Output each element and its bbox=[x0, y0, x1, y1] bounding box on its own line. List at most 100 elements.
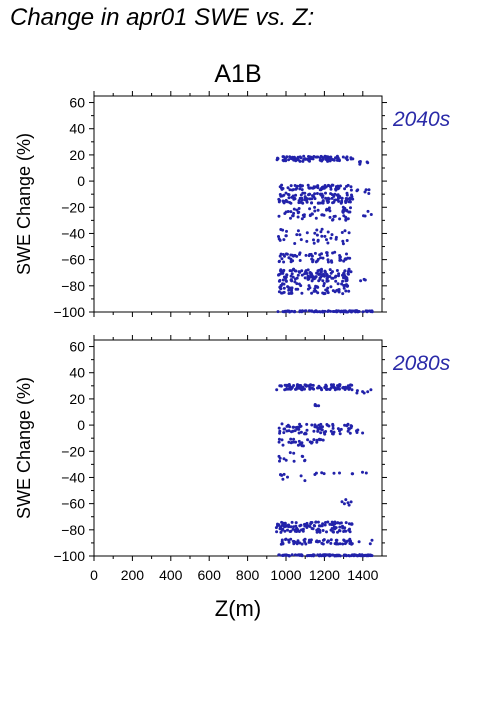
scatter-point bbox=[293, 277, 297, 281]
scatter-point bbox=[290, 553, 294, 557]
x-tick-label: 400 bbox=[159, 567, 183, 583]
scatter-point bbox=[300, 198, 304, 202]
scatter-point bbox=[305, 428, 309, 432]
scatter-point bbox=[292, 451, 296, 455]
scatter-point bbox=[311, 275, 315, 279]
scatter-point bbox=[312, 238, 315, 242]
scatter-point bbox=[337, 272, 341, 276]
scatter-point bbox=[332, 194, 336, 198]
scatter-point bbox=[289, 278, 293, 282]
y-tick-label: −60 bbox=[61, 496, 85, 512]
scatter-point bbox=[362, 214, 365, 218]
scatter-point bbox=[292, 437, 296, 441]
scatter-point bbox=[355, 189, 359, 193]
scatter-point bbox=[319, 422, 323, 426]
scatter-point bbox=[340, 231, 344, 234]
scatter-point bbox=[341, 239, 345, 243]
scatter-point bbox=[330, 260, 334, 264]
scatter-point bbox=[276, 310, 280, 314]
scatter-point bbox=[305, 231, 309, 235]
scatter-point bbox=[334, 235, 338, 239]
scatter-point bbox=[295, 208, 299, 212]
scatter-point bbox=[292, 207, 296, 211]
scatter-point bbox=[314, 284, 318, 288]
scatter-point bbox=[326, 279, 330, 283]
scatter-point bbox=[337, 199, 341, 203]
scatter-point bbox=[290, 195, 294, 199]
plot-frame-1 bbox=[93, 95, 383, 313]
scatter-point bbox=[299, 284, 303, 288]
scatter-point bbox=[361, 470, 364, 474]
scatter-point bbox=[368, 542, 372, 546]
scatter-point bbox=[322, 282, 326, 285]
scatter-point bbox=[349, 185, 353, 189]
scatter-point bbox=[310, 197, 314, 201]
scatter-point bbox=[294, 187, 298, 191]
scatter-point bbox=[336, 193, 340, 197]
scatter-point bbox=[277, 426, 281, 430]
scatter-point bbox=[294, 193, 298, 197]
scatter-point bbox=[347, 289, 351, 293]
scatter-point bbox=[341, 386, 345, 390]
scatter-point bbox=[341, 242, 345, 246]
scatter-point bbox=[278, 459, 281, 463]
scatter-point bbox=[320, 192, 324, 196]
scatter-point bbox=[355, 553, 359, 557]
scatter-point bbox=[289, 437, 293, 441]
scatter-point bbox=[349, 383, 352, 387]
scatter-point bbox=[343, 526, 347, 530]
scatter-point bbox=[339, 184, 342, 188]
scatter-point bbox=[307, 538, 311, 542]
scatter-point bbox=[314, 216, 318, 220]
scatter-point bbox=[321, 538, 325, 542]
scatter-point bbox=[335, 269, 339, 272]
y-tick-label: 0 bbox=[77, 173, 85, 189]
scatter-point bbox=[316, 257, 320, 261]
scatter-point bbox=[286, 475, 289, 479]
scatter-point bbox=[338, 383, 342, 387]
scatter-point bbox=[337, 553, 341, 557]
scatter-point bbox=[323, 554, 327, 558]
scatter-point bbox=[347, 200, 351, 204]
scatter-point bbox=[295, 233, 299, 237]
scatter-point bbox=[308, 214, 312, 218]
scatter-point bbox=[333, 275, 337, 279]
scatter-point bbox=[297, 207, 301, 210]
scatter-point bbox=[328, 158, 332, 162]
scatter-point bbox=[287, 158, 291, 162]
scatter-point bbox=[292, 211, 296, 215]
scatter-point bbox=[298, 233, 302, 237]
scatter-point bbox=[284, 458, 288, 462]
scatter-point bbox=[280, 187, 284, 191]
scatter-point bbox=[301, 184, 304, 188]
scatter-point bbox=[301, 385, 305, 389]
scatter-point bbox=[363, 190, 367, 194]
scatter-point bbox=[334, 156, 337, 160]
scatter-point bbox=[313, 205, 317, 209]
scatter-point bbox=[296, 211, 300, 215]
scatter-point bbox=[288, 269, 292, 273]
scatter-point bbox=[369, 388, 373, 392]
scatter-point bbox=[294, 440, 298, 444]
scatter-point bbox=[277, 279, 281, 283]
scatter-point bbox=[333, 214, 337, 218]
y-tick-label: −20 bbox=[61, 199, 85, 215]
scatter-point bbox=[315, 192, 319, 195]
page-title: Change in apr01 SWE vs. Z: bbox=[10, 4, 315, 31]
scatter-point bbox=[305, 521, 309, 525]
scatter-point bbox=[318, 553, 322, 557]
scatter-point bbox=[287, 256, 291, 260]
x-tick-label: 800 bbox=[236, 567, 260, 583]
scatter-point bbox=[320, 252, 323, 256]
scatter-point bbox=[310, 291, 314, 295]
scatter-point bbox=[320, 388, 324, 392]
scatter-point bbox=[312, 387, 316, 391]
x-tick-label: 600 bbox=[198, 567, 222, 583]
scatter-point bbox=[318, 158, 322, 162]
scatter-point bbox=[291, 527, 295, 531]
scatter-point bbox=[277, 440, 281, 444]
plot-frame-2 bbox=[93, 339, 383, 557]
scatter-point bbox=[298, 524, 302, 528]
scatter-point bbox=[343, 269, 347, 273]
scatter-point bbox=[324, 191, 327, 195]
